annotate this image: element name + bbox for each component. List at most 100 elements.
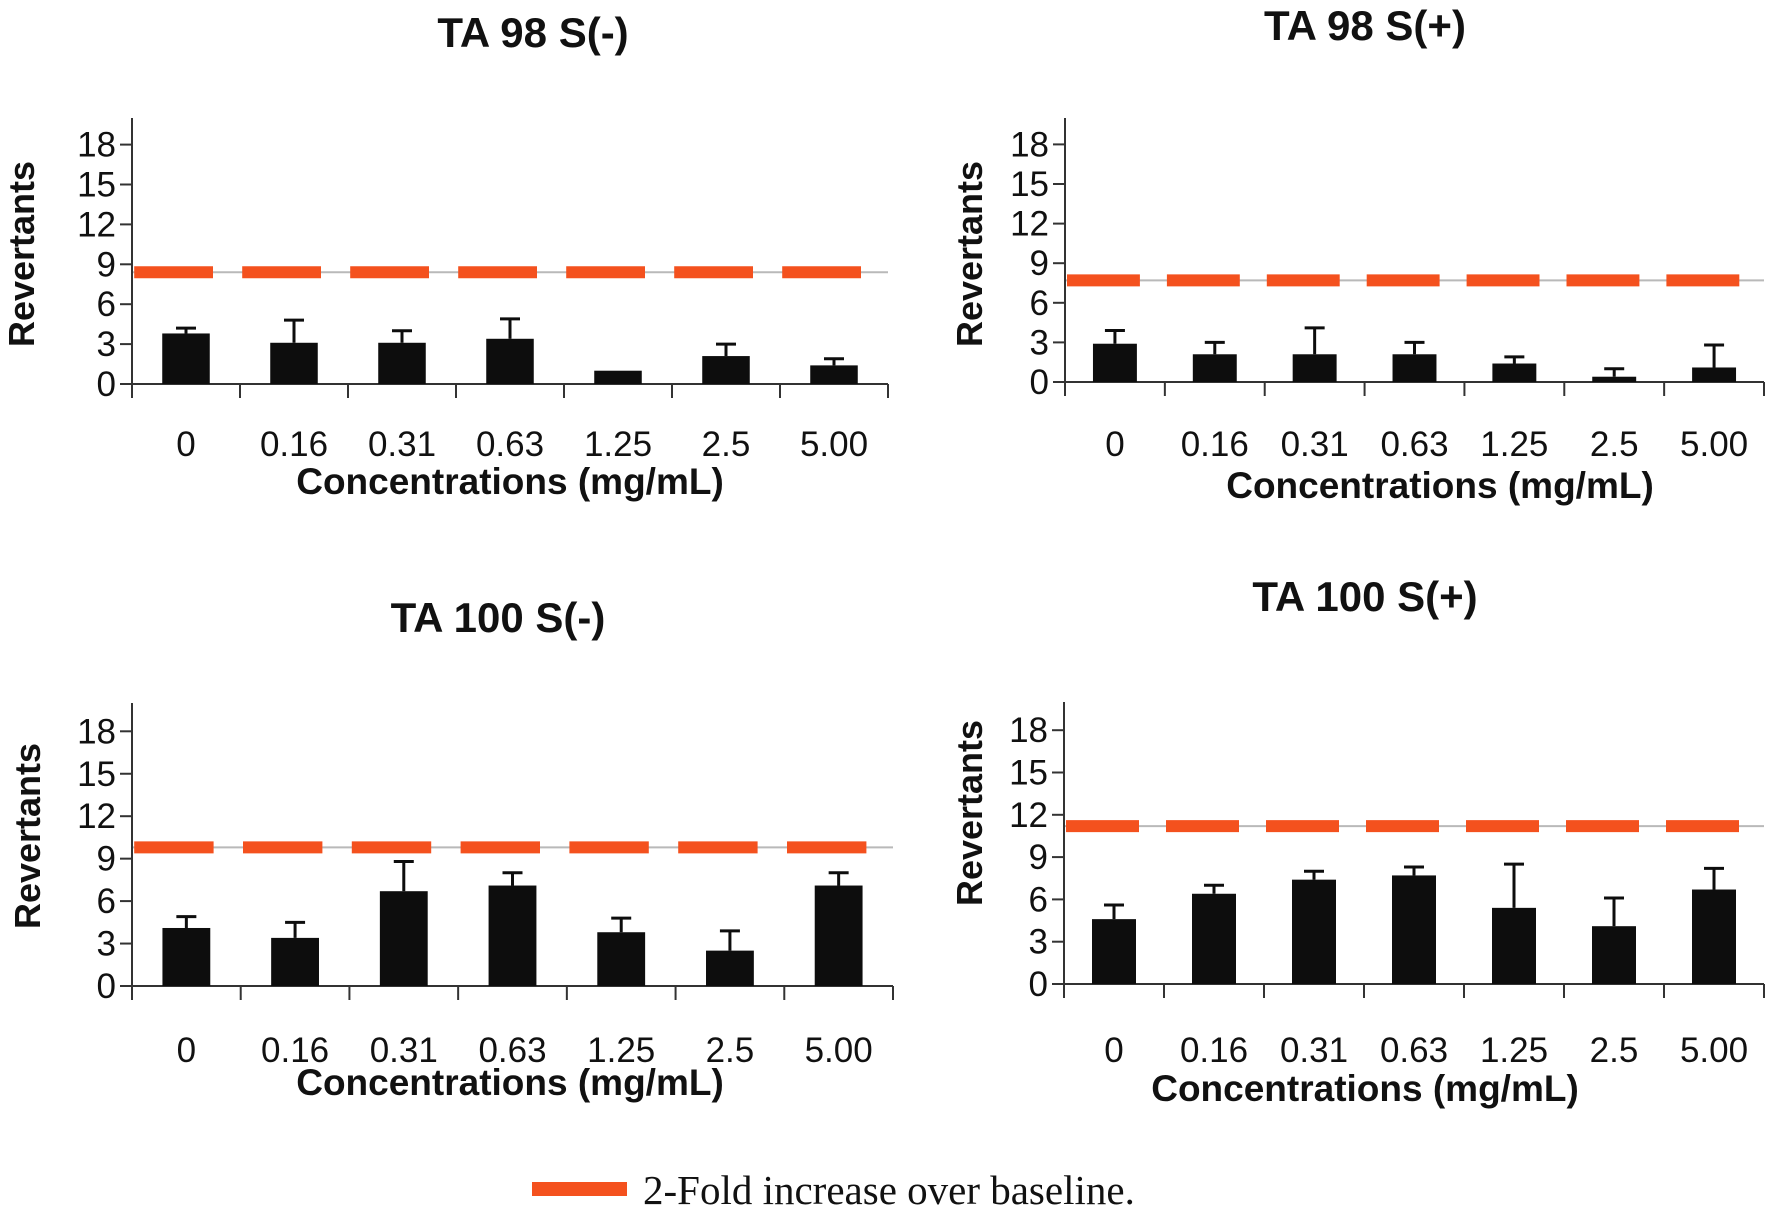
y-tick-label: 0 [1029,965,1048,1004]
chart-title: TA 98 S(+) [1264,2,1466,49]
bar [488,885,537,986]
y-tick-label: 6 [97,285,116,324]
y-axis-label: Revertants [949,720,990,906]
x-tick-label: 2.5 [1590,1031,1639,1070]
y-tick-label: 15 [1009,754,1048,793]
y-tick-label: 0 [97,365,116,404]
bar [1492,363,1537,382]
bar [1592,376,1637,382]
y-tick-label: 3 [1030,323,1049,362]
x-tick-label: 2.5 [706,1031,755,1070]
legend: 2-Fold increase over baseline. [532,1167,1135,1213]
y-tick-label: 9 [1030,244,1049,283]
bar [706,950,754,986]
bar [162,927,211,986]
y-tick-label: 3 [97,325,116,364]
bar [1592,926,1636,984]
y-tick-label: 18 [1010,125,1049,164]
bar [379,891,428,986]
x-tick-label: 5.00 [805,1031,873,1070]
x-tick-label: 0.16 [260,425,328,464]
y-tick-label: 9 [97,245,116,284]
y-tick-label: 6 [1029,880,1048,919]
y-tick-label: 12 [1009,796,1048,835]
x-tick-label: 0 [176,425,195,464]
bar [270,342,318,384]
x-axis-label: Concentrations (mg/mL) [1151,1068,1579,1109]
y-tick-label: 15 [77,166,116,205]
x-tick-label: 5.00 [1680,1031,1748,1070]
y-tick-label: 18 [77,126,116,165]
x-tick-label: 0.63 [476,425,544,464]
x-tick-label: 1.25 [587,1031,655,1070]
bar [1692,367,1737,382]
y-tick-label: 18 [1009,711,1048,750]
y-tick-label: 3 [97,925,116,964]
x-tick-label: 0 [1105,425,1124,464]
y-tick-label: 9 [1029,838,1048,877]
bar [1092,343,1137,382]
x-tick-label: 0.63 [1380,425,1448,464]
bar [1692,889,1736,984]
y-tick-label: 12 [77,797,116,836]
bar [486,338,534,384]
x-tick-label: 2.5 [702,425,751,464]
bar [1492,907,1536,984]
bar [1392,354,1437,382]
bar [810,365,858,384]
bar [1392,875,1436,984]
x-axis-label: Concentrations (mg/mL) [296,461,724,502]
x-tick-label: 0 [177,1031,196,1070]
x-tick-label: 0.63 [478,1031,546,1070]
y-tick-label: 6 [1030,284,1049,323]
y-tick-label: 3 [1029,923,1048,962]
chart-title: TA 98 S(-) [437,9,628,56]
x-tick-label: 0 [1104,1031,1123,1070]
y-tick-label: 6 [97,882,116,921]
x-tick-label: 0.63 [1380,1031,1448,1070]
y-tick-label: 15 [77,755,116,794]
bar [702,356,750,384]
x-tick-label: 2.5 [1590,425,1639,464]
bar [378,342,426,384]
y-tick-label: 0 [97,967,116,1006]
x-tick-label: 1.25 [584,425,652,464]
bar [1092,919,1136,984]
y-tick-label: 15 [1010,165,1049,204]
chart-title: TA 100 S(-) [391,594,606,641]
bar [1292,879,1336,984]
x-axis-label: Concentrations (mg/mL) [296,1062,724,1103]
x-tick-label: 0.16 [1180,1031,1248,1070]
y-tick-label: 0 [1030,363,1049,402]
bar [814,885,863,986]
y-tick-label: 9 [97,840,116,879]
y-axis-label: Revertants [1,161,42,347]
x-tick-label: 1.25 [1480,425,1548,464]
x-axis-label: Concentrations (mg/mL) [1226,465,1654,506]
bar [597,932,646,986]
bar [1292,354,1337,382]
x-tick-label: 5.00 [1680,425,1748,464]
y-tick-label: 18 [77,712,116,751]
chart-title: TA 100 S(+) [1252,573,1477,620]
x-tick-label: 0.31 [370,1031,438,1070]
x-tick-label: 0.31 [1280,1031,1348,1070]
bar [162,333,210,384]
y-tick-label: 12 [1010,205,1049,244]
legend-label: 2-Fold increase over baseline. [643,1167,1135,1213]
bar [1192,354,1237,382]
y-tick-label: 12 [77,205,116,244]
x-tick-label: 1.25 [1480,1031,1548,1070]
bar [594,370,642,384]
x-tick-label: 0.16 [261,1031,329,1070]
x-tick-label: 0.16 [1181,425,1249,464]
x-tick-label: 5.00 [800,425,868,464]
x-tick-label: 0.31 [1281,425,1349,464]
bar [1192,893,1236,984]
y-axis-label: Revertants [7,743,48,929]
